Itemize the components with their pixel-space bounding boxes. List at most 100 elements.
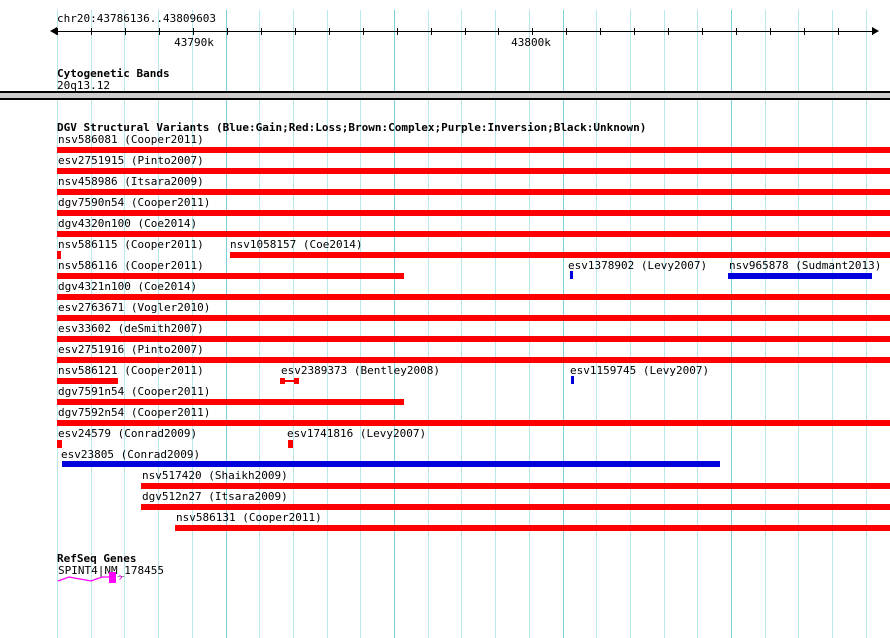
gridline: [596, 10, 597, 638]
ruler-tick: [702, 28, 703, 35]
sv-feature-bar[interactable]: [57, 420, 890, 426]
sv-feature-bar[interactable]: [62, 461, 720, 467]
gridline: [495, 10, 496, 638]
ruler-tick: [431, 28, 432, 35]
ruler-tick: [295, 28, 296, 35]
refseq-track-title: RefSeq Genes: [57, 552, 137, 565]
sv-feature-bar[interactable]: [230, 252, 890, 258]
sv-feature-bar[interactable]: [57, 147, 890, 153]
gridline: [563, 10, 564, 638]
gridline: [765, 10, 766, 638]
sv-feature-bar[interactable]: [57, 440, 62, 448]
sv-feature-bar[interactable]: [280, 378, 299, 384]
sv-feature-label: esv24579 (Conrad2009): [58, 427, 198, 440]
sv-feature-bar[interactable]: [57, 168, 890, 174]
ruler-tick: [498, 28, 499, 35]
gridline: [259, 10, 260, 638]
ruler-tick: [465, 28, 466, 35]
gridline: [226, 10, 227, 638]
sv-feature-bar[interactable]: [141, 504, 890, 510]
ruler-left-arrow-icon: [50, 27, 57, 35]
gene-exon[interactable]: [109, 572, 116, 583]
gridline: [327, 10, 328, 638]
ruler-label: 43800k: [511, 36, 551, 49]
ruler-tick: [363, 28, 364, 35]
sv-feature-bar[interactable]: [571, 376, 574, 384]
ruler-tick: [57, 28, 58, 35]
sv-feature-label: dgv7591n54 (Cooper2011): [58, 385, 211, 398]
coordinate-ruler-track[interactable]: chr20:43786136..43809603 43790k 43800k: [0, 0, 890, 52]
ruler-axis: [50, 27, 879, 35]
ruler-tick: [600, 28, 601, 35]
sv-feature-bar[interactable]: [57, 315, 890, 321]
sv-feature-label: nsv586115 (Cooper2011): [58, 238, 204, 251]
sv-feature-label: dgv512n27 (Itsara2009): [142, 490, 288, 503]
sv-feature-label: esv1378902 (Levy2007): [568, 259, 708, 272]
sv-feature-bar[interactable]: [57, 336, 890, 342]
sv-feature-bar[interactable]: [175, 525, 890, 531]
sv-feature-label: nsv586116 (Cooper2011): [58, 259, 204, 272]
gridline: [832, 10, 833, 638]
sv-feature-bar[interactable]: [57, 251, 61, 259]
sv-feature-bar[interactable]: [728, 273, 872, 279]
ruler-tick: [736, 28, 737, 35]
gridline: [697, 10, 698, 638]
gridline: [731, 10, 732, 638]
gene-model-spint4[interactable]: ›: [55, 570, 145, 592]
sv-feature-label: nsv586121 (Cooper2011): [58, 364, 204, 377]
ruler-tick: [838, 28, 839, 35]
sv-feature-label: esv2751915 (Pinto2007): [58, 154, 204, 167]
ruler-tick: [634, 28, 635, 35]
sv-feature-segment: [294, 378, 299, 384]
gridline: [630, 10, 631, 638]
sv-feature-bar[interactable]: [570, 271, 573, 279]
sv-feature-label: nsv517420 (Shaikh2009): [142, 469, 288, 482]
ruler-tick: [261, 28, 262, 35]
sv-feature-bar[interactable]: [288, 440, 293, 448]
ruler-tick: [91, 28, 92, 35]
sv-feature-bar[interactable]: [141, 483, 890, 489]
gridline: [866, 10, 867, 638]
sv-feature-bar[interactable]: [57, 399, 404, 405]
dgv-track-title: DGV Structural Variants (Blue:Gain;Red:L…: [57, 121, 647, 134]
gridline: [428, 10, 429, 638]
sv-feature-bar[interactable]: [57, 231, 890, 237]
cytoband-label: 20q13.12: [57, 79, 110, 92]
sv-feature-bar[interactable]: [57, 210, 890, 216]
ruler-tick: [532, 28, 533, 35]
ruler-tick: [159, 28, 160, 35]
sv-feature-label: esv2763671 (Vogler2010): [58, 301, 211, 314]
ruler-right-arrow-icon: [872, 27, 879, 35]
sv-feature-label: nsv1058157 (Coe2014): [230, 238, 363, 251]
sv-feature-segment: [280, 378, 285, 384]
gridline: [529, 10, 530, 638]
sv-feature-label: dgv7590n54 (Cooper2011): [58, 196, 211, 209]
gridline: [461, 10, 462, 638]
sv-feature-label: esv1741816 (Levy2007): [287, 427, 427, 440]
gene-intron-line: [57, 576, 109, 582]
sv-feature-bar[interactable]: [57, 378, 118, 384]
sv-feature-label: nsv458986 (Itsara2009): [58, 175, 204, 188]
gridline: [798, 10, 799, 638]
cytoband-bar[interactable]: [0, 91, 890, 100]
ruler-tick: [566, 28, 567, 35]
ruler-tick: [125, 28, 126, 35]
gridline: [664, 10, 665, 638]
sv-feature-bar[interactable]: [57, 273, 404, 279]
sv-feature-label: esv2751916 (Pinto2007): [58, 343, 204, 356]
sv-feature-bar[interactable]: [57, 357, 890, 363]
sv-feature-label: nsv586081 (Cooper2011): [58, 133, 204, 146]
ruler-tick: [872, 28, 873, 35]
sv-feature-label: esv33602 (deSmith2007): [58, 322, 204, 335]
gridline: [293, 10, 294, 638]
sv-feature-bar[interactable]: [57, 189, 890, 195]
sv-feature-label: dgv4320n100 (Coe2014): [58, 217, 198, 230]
sv-feature-segment: [285, 380, 294, 382]
ruler-tick: [770, 28, 771, 35]
ruler-tick: [804, 28, 805, 35]
gridline: [360, 10, 361, 638]
ruler-label: 43790k: [174, 36, 214, 49]
sv-feature-bar[interactable]: [57, 294, 890, 300]
sv-feature-label: dgv7592n54 (Cooper2011): [58, 406, 211, 419]
